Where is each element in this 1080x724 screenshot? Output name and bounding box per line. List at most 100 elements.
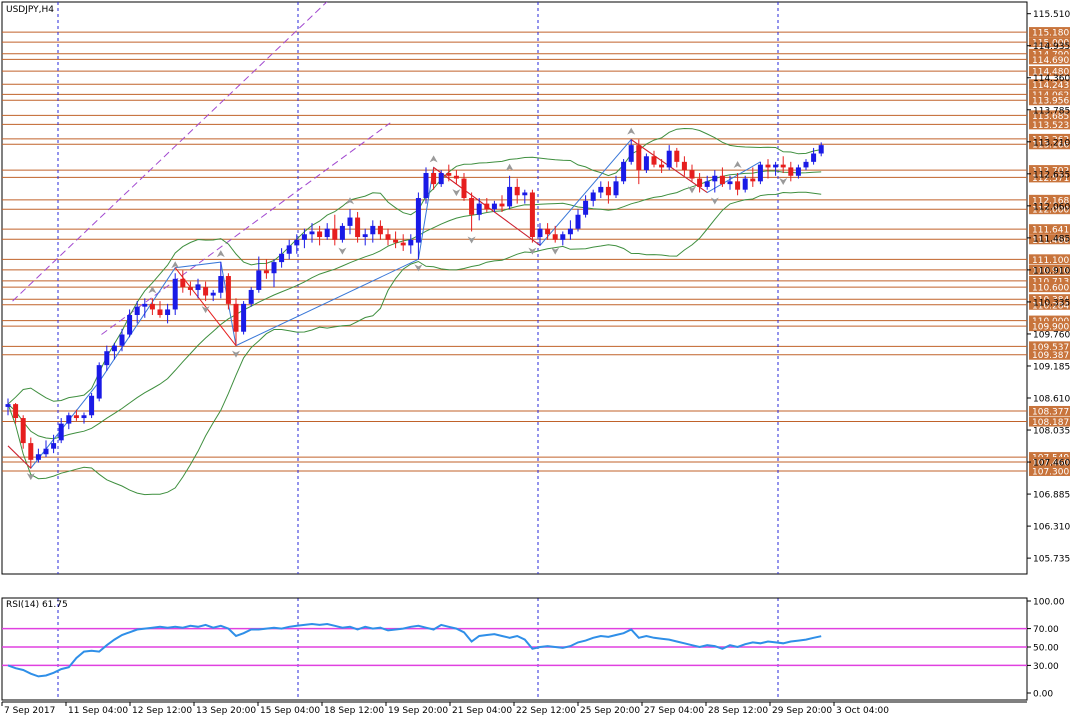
candle[interactable] (339, 223, 345, 243)
candle[interactable] (773, 161, 779, 176)
candle[interactable] (742, 175, 748, 193)
candle[interactable] (590, 189, 596, 207)
candle[interactable] (408, 234, 414, 254)
candle[interactable] (248, 287, 254, 307)
candle[interactable] (499, 195, 505, 212)
candle[interactable] (385, 228, 391, 246)
candle[interactable] (818, 142, 824, 157)
candle[interactable] (400, 234, 406, 251)
candle[interactable] (393, 231, 399, 249)
candle[interactable] (651, 150, 657, 168)
candle[interactable] (621, 159, 627, 185)
candle[interactable] (180, 270, 186, 293)
candle[interactable] (347, 209, 353, 235)
candle[interactable] (13, 403, 19, 424)
candle[interactable] (309, 223, 315, 243)
candle[interactable] (431, 167, 437, 190)
candle[interactable] (613, 175, 619, 199)
candle[interactable] (788, 161, 794, 182)
candle[interactable] (43, 440, 49, 458)
candle[interactable] (507, 175, 513, 210)
candle[interactable] (225, 273, 231, 310)
candle[interactable] (279, 248, 285, 268)
candle[interactable] (537, 223, 543, 246)
candle[interactable] (332, 214, 338, 246)
candle[interactable] (765, 159, 771, 179)
candle[interactable] (545, 223, 551, 240)
candle[interactable] (233, 298, 239, 346)
candle[interactable] (659, 159, 665, 173)
candle[interactable] (218, 262, 224, 299)
candle[interactable] (552, 225, 558, 243)
candle[interactable] (317, 225, 323, 246)
candle[interactable] (195, 278, 201, 299)
candle[interactable] (636, 139, 642, 185)
candle[interactable] (719, 167, 725, 187)
candle[interactable] (35, 448, 41, 463)
candle[interactable] (28, 437, 34, 469)
candle[interactable] (370, 220, 376, 243)
candle[interactable] (58, 418, 64, 444)
candle[interactable] (294, 234, 300, 254)
candle[interactable] (735, 172, 741, 196)
candle[interactable] (127, 309, 133, 338)
candle[interactable] (704, 175, 710, 190)
candle[interactable] (423, 167, 429, 204)
candle[interactable] (469, 192, 475, 232)
candle[interactable] (355, 211, 361, 243)
candle[interactable] (811, 147, 817, 165)
candle[interactable] (438, 170, 444, 187)
candle[interactable] (241, 301, 247, 335)
candle[interactable] (697, 172, 703, 193)
candle[interactable] (628, 139, 634, 165)
candle[interactable] (757, 161, 763, 185)
candle[interactable] (598, 181, 604, 199)
candle[interactable] (81, 412, 87, 424)
candle[interactable] (96, 362, 102, 402)
candle[interactable] (476, 198, 482, 221)
candle[interactable] (484, 198, 490, 212)
candle[interactable] (256, 256, 262, 293)
candle[interactable] (681, 156, 687, 176)
candle[interactable] (203, 281, 209, 302)
candle[interactable] (377, 220, 383, 240)
candle[interactable] (119, 328, 125, 352)
candle[interactable] (5, 398, 11, 416)
candle[interactable] (415, 192, 421, 260)
candle[interactable] (111, 342, 117, 360)
candle[interactable] (803, 159, 809, 171)
candle[interactable] (689, 164, 695, 182)
candle[interactable] (263, 259, 269, 279)
candle[interactable] (446, 164, 452, 182)
candle[interactable] (780, 156, 786, 173)
candle[interactable] (172, 273, 178, 316)
candle[interactable] (271, 259, 277, 288)
candle[interactable] (560, 231, 566, 246)
candle[interactable] (491, 200, 497, 212)
candle[interactable] (157, 301, 163, 318)
candle[interactable] (286, 239, 292, 260)
candle[interactable] (750, 167, 756, 187)
candle[interactable] (453, 170, 459, 185)
candle[interactable] (605, 181, 611, 204)
candle[interactable] (522, 189, 528, 204)
candle[interactable] (575, 209, 581, 232)
candle[interactable] (301, 228, 307, 249)
candle[interactable] (165, 303, 171, 324)
candle[interactable] (134, 301, 140, 324)
candle[interactable] (142, 298, 148, 318)
candle[interactable] (73, 409, 79, 421)
candle[interactable] (674, 147, 680, 168)
candle[interactable] (51, 434, 57, 454)
candle[interactable] (666, 145, 672, 171)
candle[interactable] (583, 195, 589, 218)
candle[interactable] (20, 415, 26, 449)
candle[interactable] (643, 153, 649, 173)
candle[interactable] (461, 172, 467, 201)
candle[interactable] (795, 164, 801, 179)
candle[interactable] (187, 281, 193, 296)
candle[interactable] (66, 412, 72, 430)
candle[interactable] (567, 220, 573, 240)
candle[interactable] (324, 223, 330, 240)
